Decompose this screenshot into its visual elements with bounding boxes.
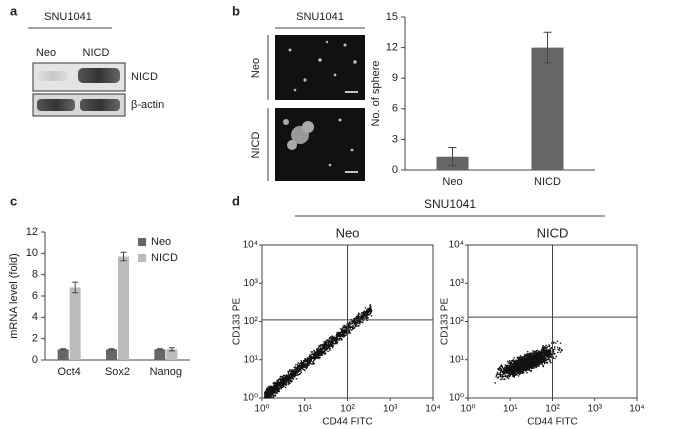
cell-line: SNU1041 <box>424 197 476 211</box>
y-tick-label: 10¹ <box>244 354 259 365</box>
cell-line: SNU1041 <box>44 11 92 23</box>
cell-cloud <box>494 340 563 384</box>
y-axis-label: No. of sphere <box>370 60 382 126</box>
error-bar <box>60 348 67 351</box>
y-tick-label: 10⁰ <box>449 393 464 404</box>
error-bar <box>72 281 79 294</box>
x-tick-label: 10² <box>545 404 560 415</box>
band <box>37 99 75 111</box>
band <box>78 68 120 83</box>
panel-label: a <box>10 3 18 18</box>
spheres <box>283 40 357 167</box>
x-tick-label: 10² <box>340 404 355 415</box>
x-tick-label: 10¹ <box>298 404 313 415</box>
bar <box>166 349 178 360</box>
x-tick-label: 10⁴ <box>629 404 644 415</box>
y-axis-label: CD133 PE <box>440 298 451 346</box>
band-label: NICD <box>131 71 158 83</box>
cell-line: SNU1041 <box>296 11 344 23</box>
x-tick-label: 10⁰ <box>254 404 269 415</box>
lane-label: Neo <box>36 47 56 59</box>
x-tick-label: Sox2 <box>105 366 130 378</box>
bar <box>118 256 129 360</box>
x-tick-label: 10⁴ <box>425 404 440 415</box>
y-tick-label: 12 <box>26 226 38 238</box>
error-bar <box>108 348 115 351</box>
x-tick-label: 10⁰ <box>460 404 475 415</box>
x-tick-label: Nanog <box>150 366 182 378</box>
micrograph <box>275 35 365 100</box>
band <box>38 71 68 81</box>
panel-label: d <box>232 193 240 208</box>
y-tick-label: 10 <box>26 247 38 259</box>
y-tick-label: 8 <box>32 269 38 281</box>
y-tick-label: 0 <box>392 164 398 176</box>
y-tick-label: 10² <box>450 316 465 327</box>
y-tick-label: 0 <box>32 354 38 366</box>
axis <box>404 17 595 171</box>
bar <box>154 349 166 360</box>
plot-title: Neo <box>336 225 360 240</box>
bar <box>69 287 81 360</box>
legend-swatch <box>138 254 146 262</box>
x-tick-label: Neo <box>442 176 462 188</box>
x-tick-label: NICD <box>534 176 561 188</box>
axis <box>44 232 190 361</box>
error-bar <box>168 347 175 352</box>
y-tick-label: 10³ <box>244 278 259 289</box>
y-tick-label: 10⁴ <box>243 240 258 251</box>
x-tick-label: 10³ <box>588 404 603 415</box>
bar <box>106 349 117 360</box>
y-tick-label: 4 <box>32 311 38 323</box>
error-bar <box>156 348 163 351</box>
cell-cloud <box>264 304 373 399</box>
x-tick-label: 10¹ <box>503 404 518 415</box>
x-axis-label: CD44 FITC <box>527 417 578 428</box>
panel-label: b <box>232 3 240 18</box>
y-tick-label: 10³ <box>450 278 465 289</box>
error-bar <box>448 147 457 167</box>
y-axis-label: mRNA level (fold) <box>8 253 20 339</box>
y-tick-label: 10⁰ <box>243 393 258 404</box>
y-tick-label: 6 <box>392 103 398 115</box>
y-tick-label: 10⁴ <box>449 240 464 251</box>
legend-label: NICD <box>151 252 178 264</box>
row-label: Neo <box>250 58 262 78</box>
y-tick-label: 9 <box>392 72 398 84</box>
y-tick-label: 3 <box>392 133 398 145</box>
row-label: NICD <box>250 132 262 159</box>
x-tick-label: 10³ <box>383 404 398 415</box>
y-tick-label: 6 <box>32 290 38 302</box>
x-axis-label: CD44 FITC <box>322 417 373 428</box>
error-bar <box>543 31 552 64</box>
bar <box>531 47 564 170</box>
band-label: β-actin <box>131 99 164 111</box>
error-bar <box>120 251 127 262</box>
legend-label: Neo <box>151 236 171 248</box>
y-tick-label: 10¹ <box>450 354 465 365</box>
x-tick-label: Oct4 <box>58 366 81 378</box>
y-tick-label: 12 <box>386 42 398 54</box>
y-tick-label: 15 <box>386 11 398 23</box>
bar <box>57 349 69 360</box>
lane-label: NICD <box>83 47 110 59</box>
y-axis-label: CD133 PE <box>232 298 243 346</box>
y-tick-label: 2 <box>32 333 38 345</box>
plot-title: NICD <box>537 225 569 240</box>
legend-swatch <box>138 238 146 246</box>
y-tick-label: 10² <box>244 316 259 327</box>
band <box>80 99 120 111</box>
panel-label: c <box>10 193 17 208</box>
